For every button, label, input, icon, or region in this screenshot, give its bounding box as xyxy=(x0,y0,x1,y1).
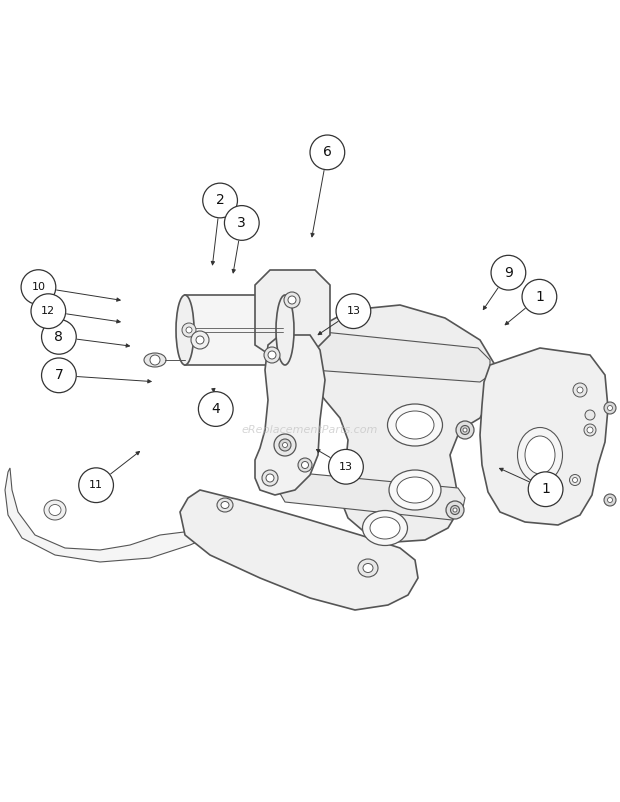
Ellipse shape xyxy=(150,355,160,365)
Circle shape xyxy=(329,449,363,484)
Ellipse shape xyxy=(363,511,407,545)
Ellipse shape xyxy=(446,501,464,519)
Ellipse shape xyxy=(463,428,467,432)
Text: 9: 9 xyxy=(504,265,513,280)
Ellipse shape xyxy=(573,383,587,397)
Ellipse shape xyxy=(604,402,616,414)
Text: 1: 1 xyxy=(541,482,550,496)
Circle shape xyxy=(491,255,526,290)
Ellipse shape xyxy=(451,505,459,515)
Text: 6: 6 xyxy=(323,145,332,160)
Circle shape xyxy=(42,319,76,354)
Ellipse shape xyxy=(196,336,204,344)
Ellipse shape xyxy=(284,292,300,308)
Ellipse shape xyxy=(453,508,457,512)
Ellipse shape xyxy=(217,498,233,512)
Ellipse shape xyxy=(44,500,66,520)
Ellipse shape xyxy=(389,470,441,510)
Polygon shape xyxy=(180,490,418,610)
Text: 13: 13 xyxy=(347,306,360,316)
Ellipse shape xyxy=(358,559,378,577)
Circle shape xyxy=(522,279,557,314)
Circle shape xyxy=(528,472,563,507)
Ellipse shape xyxy=(276,295,294,365)
Ellipse shape xyxy=(221,501,229,508)
Text: 10: 10 xyxy=(32,282,45,292)
Ellipse shape xyxy=(262,470,278,486)
Ellipse shape xyxy=(298,458,312,472)
Circle shape xyxy=(21,269,56,305)
Ellipse shape xyxy=(274,434,296,456)
Ellipse shape xyxy=(587,427,593,433)
Text: 13: 13 xyxy=(339,462,353,472)
Ellipse shape xyxy=(388,404,443,446)
Circle shape xyxy=(79,468,113,503)
Polygon shape xyxy=(5,468,220,562)
Circle shape xyxy=(198,391,233,427)
Polygon shape xyxy=(255,335,325,495)
Polygon shape xyxy=(258,328,490,382)
Ellipse shape xyxy=(144,353,166,367)
Ellipse shape xyxy=(182,323,196,337)
Ellipse shape xyxy=(268,351,276,359)
Ellipse shape xyxy=(585,410,595,420)
Ellipse shape xyxy=(608,406,613,411)
Polygon shape xyxy=(255,270,330,355)
Text: 3: 3 xyxy=(237,216,246,230)
Ellipse shape xyxy=(570,475,580,485)
Ellipse shape xyxy=(283,443,288,448)
Circle shape xyxy=(336,294,371,329)
Ellipse shape xyxy=(186,327,192,333)
Text: 8: 8 xyxy=(55,330,63,344)
Circle shape xyxy=(203,183,237,218)
Text: 1: 1 xyxy=(535,290,544,304)
Text: 2: 2 xyxy=(216,193,224,208)
Text: 4: 4 xyxy=(211,402,220,416)
Text: 7: 7 xyxy=(55,368,63,383)
Ellipse shape xyxy=(191,331,209,349)
Ellipse shape xyxy=(461,426,469,435)
Ellipse shape xyxy=(572,477,577,483)
Ellipse shape xyxy=(397,477,433,503)
Ellipse shape xyxy=(279,439,291,451)
Polygon shape xyxy=(302,305,495,542)
Circle shape xyxy=(31,294,66,329)
Ellipse shape xyxy=(396,411,434,439)
Ellipse shape xyxy=(608,497,613,503)
Text: 11: 11 xyxy=(89,480,103,490)
Ellipse shape xyxy=(266,474,274,482)
Text: 12: 12 xyxy=(42,306,55,316)
Ellipse shape xyxy=(370,517,400,539)
Ellipse shape xyxy=(49,504,61,516)
Circle shape xyxy=(310,135,345,170)
Text: eReplacementParts.com: eReplacementParts.com xyxy=(242,425,378,435)
Circle shape xyxy=(224,205,259,241)
Ellipse shape xyxy=(176,295,194,365)
Ellipse shape xyxy=(604,494,616,506)
Ellipse shape xyxy=(301,461,309,468)
Polygon shape xyxy=(278,462,465,520)
Ellipse shape xyxy=(456,421,474,439)
Ellipse shape xyxy=(363,564,373,573)
Polygon shape xyxy=(480,348,608,525)
Ellipse shape xyxy=(264,347,280,363)
Ellipse shape xyxy=(584,424,596,436)
Circle shape xyxy=(42,358,76,393)
Ellipse shape xyxy=(525,436,555,474)
Ellipse shape xyxy=(288,296,296,304)
Polygon shape xyxy=(185,295,285,365)
Ellipse shape xyxy=(577,387,583,393)
Ellipse shape xyxy=(518,427,562,483)
